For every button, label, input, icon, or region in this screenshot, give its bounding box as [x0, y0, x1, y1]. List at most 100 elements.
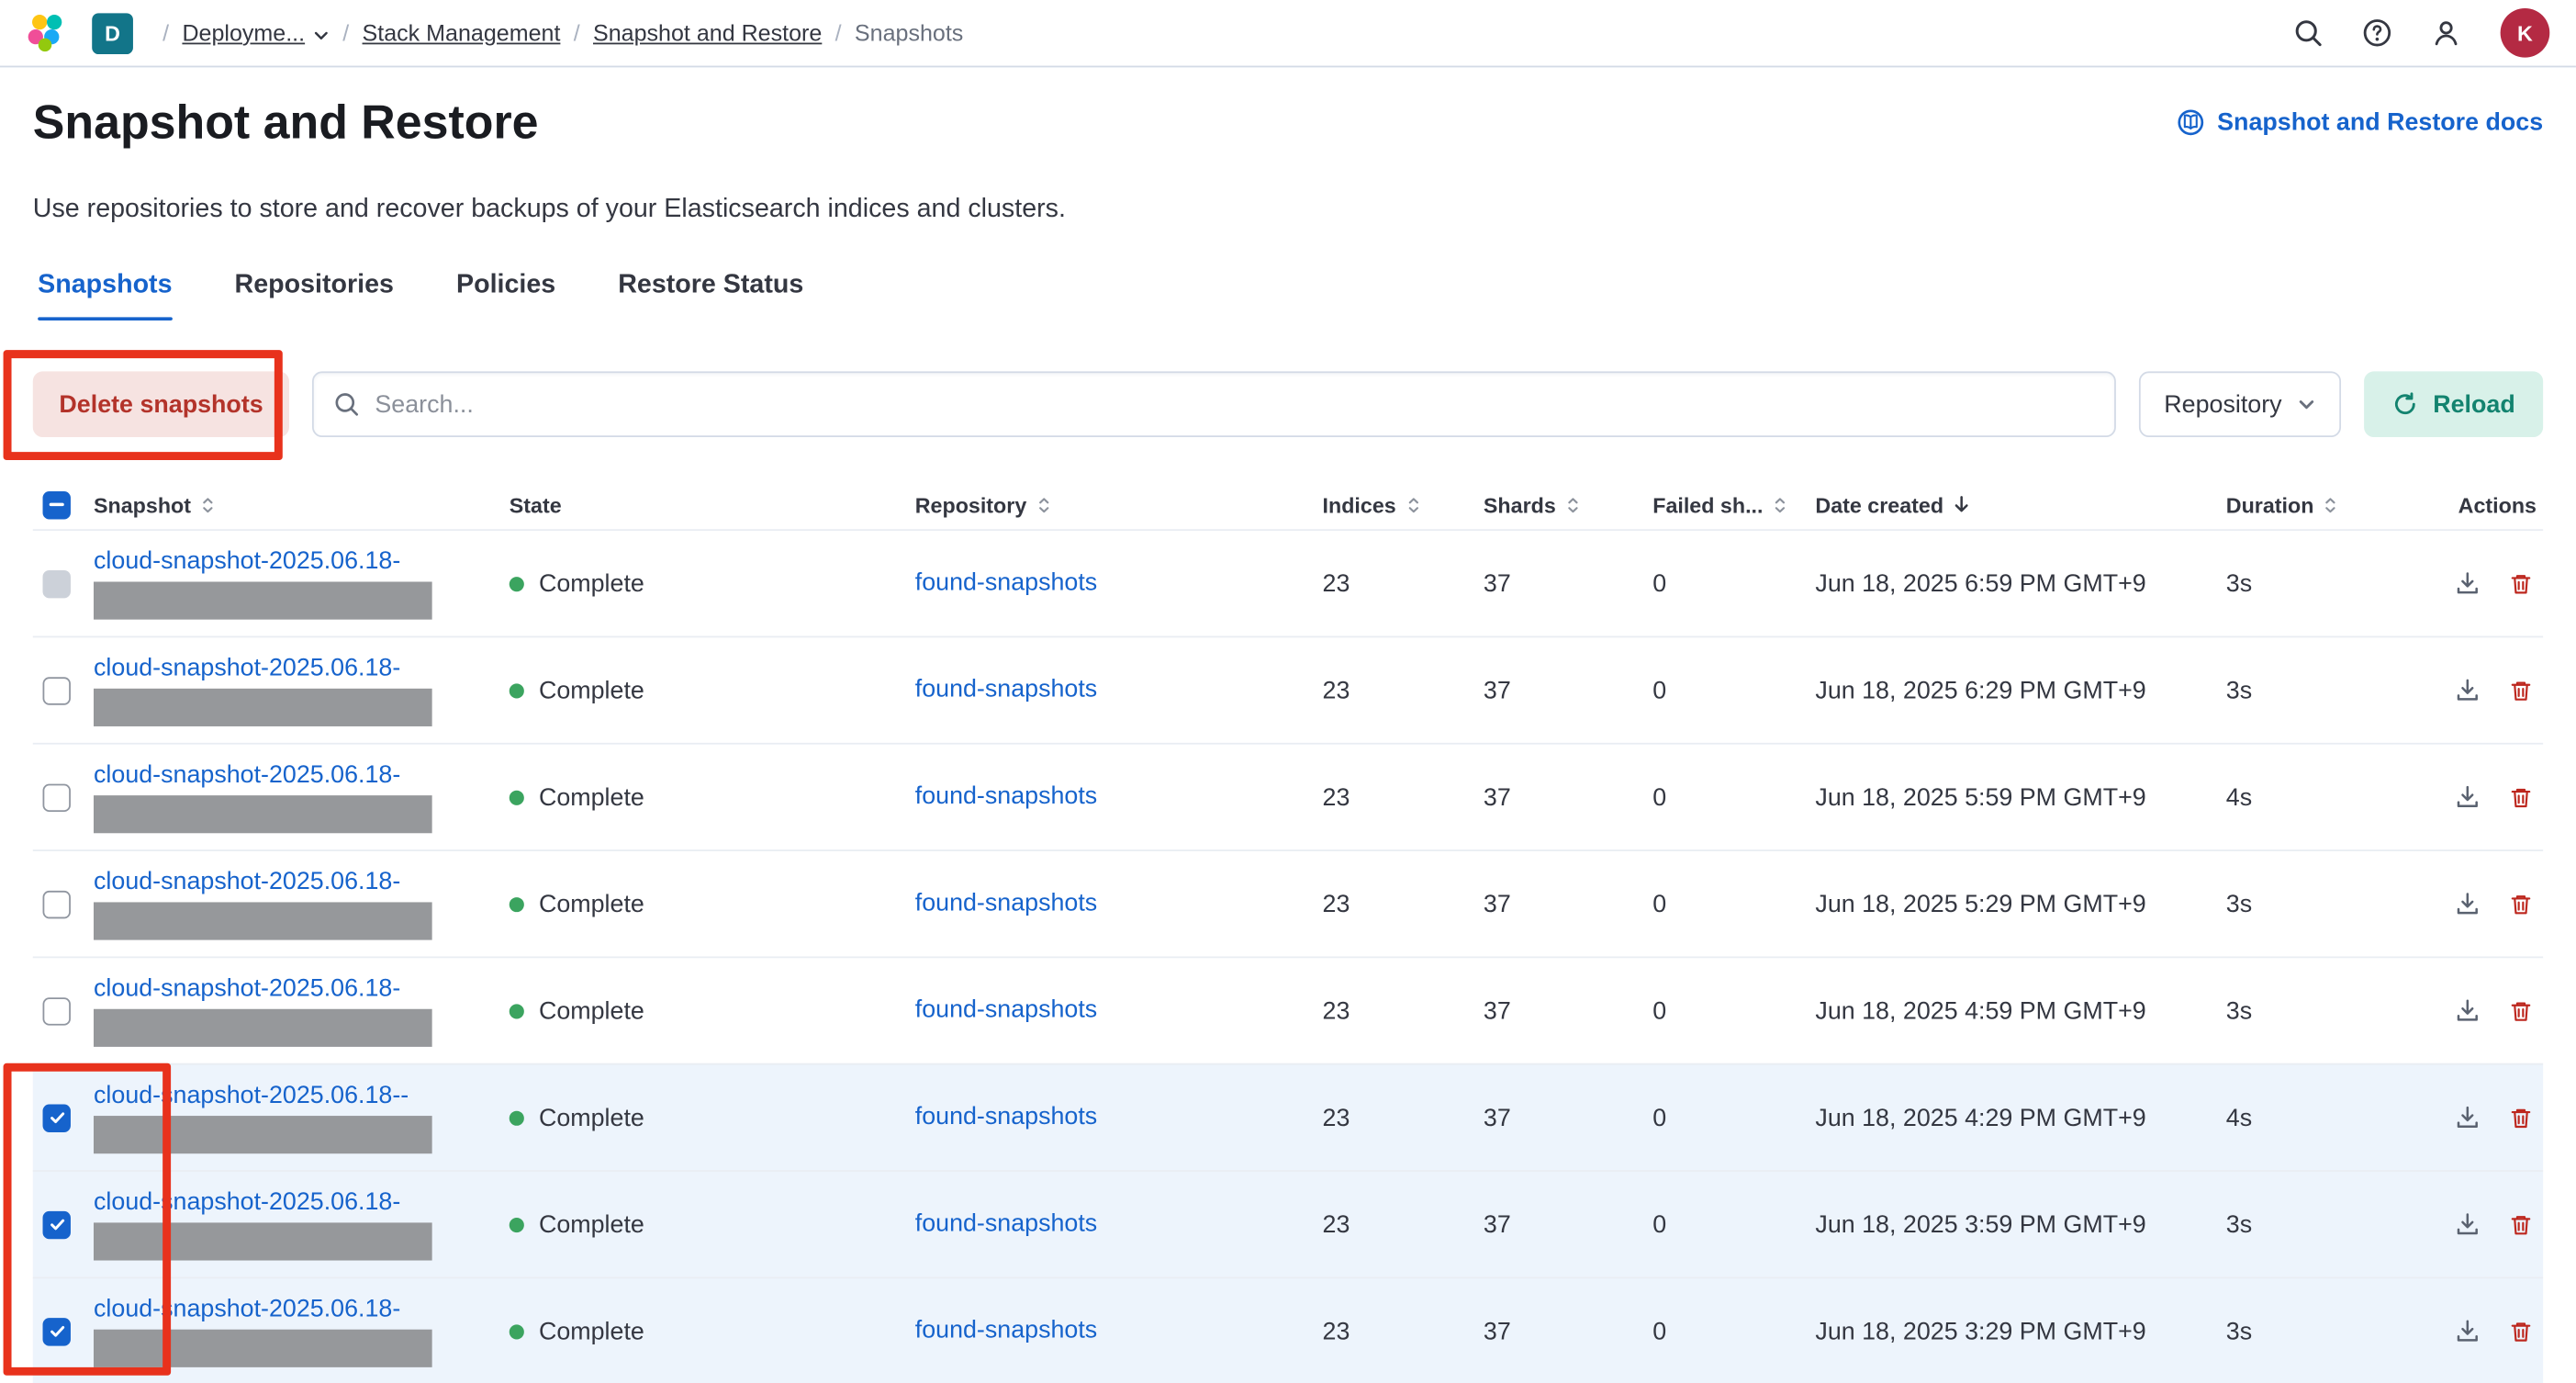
- snapshot-link[interactable]: cloud-snapshot-2025.06.18-: [94, 1187, 401, 1217]
- repository-link[interactable]: found-snapshots: [914, 1102, 1098, 1131]
- download-icon[interactable]: [2455, 1105, 2481, 1131]
- snapshot-link[interactable]: cloud-snapshot-2025.06.18-: [94, 974, 401, 1003]
- column-header-repository[interactable]: Repository: [915, 492, 1323, 517]
- table-row[interactable]: cloud-snapshot-2025.06.18- Complete found-…: [32, 742, 2544, 849]
- user-avatar[interactable]: K: [2500, 7, 2550, 58]
- repository-link[interactable]: found-snapshots: [914, 1316, 1098, 1344]
- column-header-date-created[interactable]: Date created: [1815, 492, 2225, 517]
- delete-icon[interactable]: [2509, 1105, 2534, 1130]
- snapshot-link[interactable]: cloud-snapshot-2025.06.18-: [94, 654, 401, 682]
- redacted-snapshot-id: [94, 581, 432, 620]
- download-icon[interactable]: [2455, 1211, 2481, 1238]
- table-row[interactable]: cloud-snapshot-2025.06.18- Complete found-…: [32, 529, 2544, 635]
- repository-filter-button[interactable]: Repository: [2139, 371, 2342, 438]
- select-all-checkbox[interactable]: [42, 490, 71, 519]
- date-created-value: Jun 18, 2025 4:29 PM GMT+9: [1815, 1103, 2146, 1132]
- delete-icon[interactable]: [2509, 571, 2534, 596]
- state-label: Complete: [538, 569, 644, 598]
- row-checkbox[interactable]: [42, 782, 71, 812]
- user-icon[interactable]: [2431, 18, 2460, 48]
- row-checkbox[interactable]: [42, 1317, 71, 1345]
- repository-link[interactable]: found-snapshots: [914, 889, 1098, 917]
- delete-icon[interactable]: [2509, 784, 2534, 809]
- delete-icon[interactable]: [2509, 1212, 2534, 1237]
- row-checkbox[interactable]: [42, 890, 71, 918]
- delete-snapshots-button[interactable]: Delete snapshots: [32, 371, 290, 438]
- sort-icon: [1564, 496, 1583, 514]
- chevron-down-icon: [2297, 394, 2316, 413]
- topbar-actions: K: [2293, 7, 2550, 58]
- indices-value: 23: [1322, 1103, 1350, 1132]
- table-row[interactable]: cloud-snapshot-2025.06.18- Complete found-…: [32, 849, 2544, 956]
- breadcrumb-separator: /: [573, 19, 580, 47]
- top-navigation-bar: D / Deployme... / Stack Management / Sna…: [0, 0, 2576, 68]
- state-label: Complete: [538, 782, 644, 812]
- download-icon[interactable]: [2455, 997, 2481, 1024]
- breadcrumb-snapshots: Snapshots: [854, 19, 964, 47]
- tab-snapshots[interactable]: Snapshots: [38, 271, 173, 320]
- column-header-duration[interactable]: Duration: [2226, 492, 2457, 517]
- breadcrumb-stack-management[interactable]: Stack Management: [362, 19, 561, 47]
- column-header-snapshot[interactable]: Snapshot: [94, 492, 510, 517]
- repository-link[interactable]: found-snapshots: [914, 568, 1098, 597]
- tab-repositories[interactable]: Repositories: [234, 271, 394, 299]
- table-row[interactable]: cloud-snapshot-2025.06.18- Complete found-…: [32, 956, 2544, 1063]
- table-row[interactable]: cloud-snapshot-2025.06.18- Complete found-…: [32, 1276, 2544, 1383]
- breadcrumb-separator: /: [342, 19, 350, 47]
- shards-value: 37: [1483, 1209, 1511, 1239]
- status-dot: [509, 789, 524, 804]
- status-dot: [509, 896, 524, 912]
- download-icon[interactable]: [2455, 891, 2481, 917]
- chevron-down-icon: [311, 26, 330, 44]
- repository-link[interactable]: found-snapshots: [914, 781, 1098, 811]
- snapshot-link[interactable]: cloud-snapshot-2025.06.18-: [94, 1295, 401, 1323]
- snapshot-link[interactable]: cloud-snapshot-2025.06.18-: [94, 760, 401, 789]
- delete-icon[interactable]: [2509, 678, 2534, 703]
- breadcrumb-separator: /: [162, 19, 170, 47]
- column-header-failed-shards[interactable]: Failed sh...: [1652, 492, 1815, 517]
- row-checkbox[interactable]: [42, 996, 71, 1025]
- row-checkbox[interactable]: [42, 676, 71, 704]
- download-icon[interactable]: [2455, 784, 2481, 811]
- search-input[interactable]: [375, 390, 2096, 419]
- download-icon[interactable]: [2455, 570, 2481, 597]
- indices-value: 23: [1322, 996, 1350, 1025]
- tab-policies[interactable]: Policies: [455, 271, 556, 299]
- row-checkbox[interactable]: [42, 1209, 71, 1239]
- table-row[interactable]: cloud-snapshot-2025.06.18-- Complete found…: [32, 1063, 2544, 1171]
- download-icon[interactable]: [2455, 1318, 2481, 1344]
- date-created-value: Jun 18, 2025 6:29 PM GMT+9: [1815, 676, 2146, 704]
- elastic-logo-icon[interactable]: [27, 12, 70, 55]
- delete-icon[interactable]: [2509, 998, 2534, 1023]
- help-icon[interactable]: [2362, 18, 2391, 48]
- date-created-value: Jun 18, 2025 5:59 PM GMT+9: [1815, 782, 2146, 812]
- column-header-shards[interactable]: Shards: [1484, 492, 1652, 517]
- table-row[interactable]: cloud-snapshot-2025.06.18- Complete found-…: [32, 1170, 2544, 1277]
- docs-link[interactable]: Snapshot and Restore docs: [2176, 108, 2543, 137]
- repository-link[interactable]: found-snapshots: [914, 675, 1098, 703]
- search-box[interactable]: [312, 371, 2117, 438]
- snapshot-link[interactable]: cloud-snapshot-2025.06.18-: [94, 546, 401, 576]
- redacted-snapshot-id: [94, 1329, 432, 1367]
- repository-link[interactable]: found-snapshots: [914, 1209, 1098, 1238]
- breadcrumb-snapshot-and-restore[interactable]: Snapshot and Restore: [593, 19, 823, 47]
- table-row[interactable]: cloud-snapshot-2025.06.18- Complete found-…: [32, 635, 2544, 743]
- breadcrumb-deployment[interactable]: Deployme...: [182, 19, 330, 46]
- column-header-indices[interactable]: Indices: [1323, 492, 1484, 517]
- snapshot-link[interactable]: cloud-snapshot-2025.06.18-: [94, 867, 401, 896]
- tab-restore-status[interactable]: Restore Status: [618, 271, 804, 299]
- delete-icon[interactable]: [2509, 1319, 2534, 1344]
- download-icon[interactable]: [2455, 677, 2481, 703]
- reload-button[interactable]: Reload: [2364, 371, 2544, 438]
- date-created-value: Jun 18, 2025 6:59 PM GMT+9: [1815, 569, 2146, 598]
- snapshot-link[interactable]: cloud-snapshot-2025.06.18--: [94, 1081, 409, 1109]
- indices-value: 23: [1322, 890, 1350, 918]
- shards-value: 37: [1483, 1317, 1511, 1345]
- search-icon[interactable]: [2293, 18, 2323, 48]
- breadcrumb: / Deployme... / Stack Management / Snaps…: [152, 19, 963, 46]
- delete-icon[interactable]: [2509, 892, 2534, 916]
- repository-link[interactable]: found-snapshots: [914, 995, 1098, 1024]
- row-checkbox[interactable]: [42, 1103, 71, 1132]
- deployment-badge[interactable]: D: [92, 12, 133, 54]
- row-checkbox[interactable]: [42, 569, 71, 598]
